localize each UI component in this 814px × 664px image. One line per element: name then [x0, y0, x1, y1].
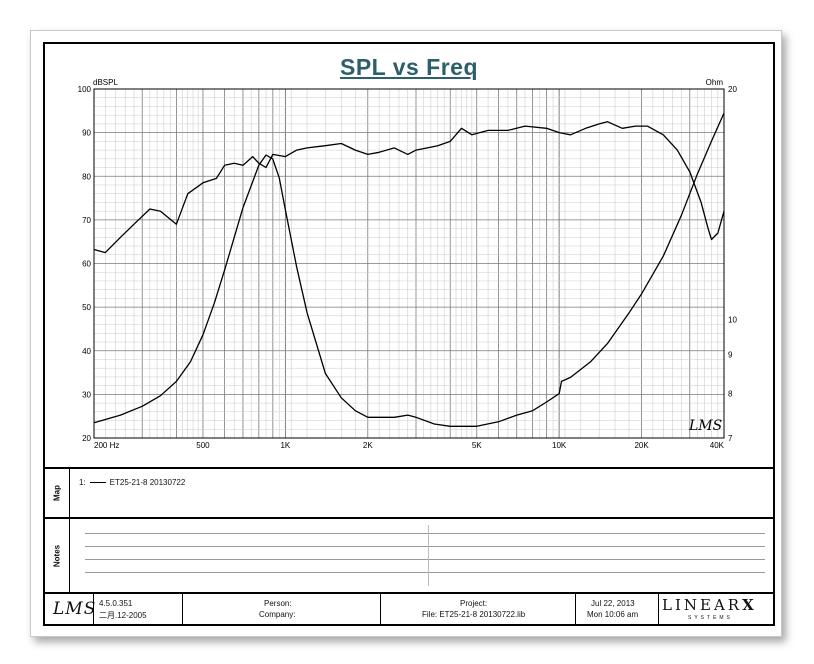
y-tick-label: 30 [82, 390, 91, 399]
legend-index: 1: [79, 478, 86, 487]
y-axis-label: dBSPL [93, 78, 118, 87]
y-tick-label: 80 [82, 172, 91, 181]
x-tick-label: 200 Hz [94, 441, 119, 450]
x-tick-label: 2K [363, 441, 373, 450]
file-text: File: ET25-21-8 20130722.lib [422, 610, 526, 619]
notes-panel: Notes [45, 517, 773, 592]
x-tick-label: 10K [552, 441, 567, 450]
map-label: Map [45, 469, 70, 517]
spl-curve [93, 121, 725, 254]
notes-line [85, 533, 765, 534]
y-tick-label: 100 [78, 85, 92, 94]
footer-version-cell: 4.5.0.351 二月.12-2005 [93, 594, 183, 624]
notes-label: Notes [45, 519, 70, 592]
linearx-subtitle: SYSTEMS [688, 615, 733, 621]
footer-person-cell: Person: Company: [182, 594, 381, 624]
x-tick-label: 1K [280, 441, 290, 450]
y-tick-label: 60 [82, 260, 91, 269]
y-tick-label: 40 [82, 347, 91, 356]
date-code-text: 二月.12-2005 [99, 611, 147, 620]
linearx-logo: LINEARX [662, 596, 757, 614]
lms-report-sheet: SPL vs Freq 20 30 40 50 60 70 80 90 100 dBSPL 7 8 9 1… [43, 42, 775, 626]
notes-line [85, 546, 765, 547]
y-tick-label: 50 [82, 303, 91, 312]
y-tick-label: 90 [82, 129, 91, 138]
notes-line [85, 572, 765, 573]
x-tick-label: 20K [634, 441, 649, 450]
notes-divider [428, 525, 429, 586]
footer-project-cell: Project: File: ET25-21-8 20130722.lib [380, 594, 576, 624]
footer-brand-cell: LINEARX SYSTEMS [658, 594, 773, 624]
y2-tick-label: 7 [728, 434, 733, 443]
time-text: Mon 10:06 am [587, 610, 639, 619]
notes-line [85, 559, 765, 560]
lms-logo: LMS [53, 599, 97, 619]
person-label: Person: [264, 599, 292, 608]
project-label: Project: [460, 599, 488, 608]
footer-bar: LMS 4.5.0.351 二月.12-2005 Person: Company… [45, 592, 773, 624]
company-label: Company: [259, 610, 296, 619]
x-tick-label: 40K [710, 441, 725, 450]
impedance-curve [93, 112, 725, 427]
x-tick-label: 500 [196, 441, 210, 450]
plot-frame [93, 88, 725, 439]
date-text: Jul 22, 2013 [591, 599, 635, 608]
footer-logo-cell: LMS [45, 594, 97, 624]
footer-date-cell: Jul 22, 2013 Mon 10:06 am [575, 594, 659, 624]
y2-tick-label: 10 [728, 315, 737, 324]
y2-axis-label: Ohm [706, 78, 724, 87]
y2-tick-label: 8 [728, 390, 733, 399]
y-tick-label: 20 [82, 434, 91, 443]
legend-swatch [89, 482, 106, 483]
legend: 1: ET25-21-8 20130722 [79, 478, 185, 487]
legend-entry: ET25-21-8 20130722 [109, 478, 186, 487]
plot-lms-mark: LMS [688, 418, 722, 434]
y2-tick-label: 9 [728, 350, 733, 359]
y-tick-label: 70 [82, 216, 91, 225]
y2-tick-label: 20 [728, 85, 737, 94]
map-panel: Map 1: ET25-21-8 20130722 [45, 467, 773, 517]
grid-lines [94, 89, 724, 438]
x-tick-label: 5K [472, 441, 482, 450]
chart-title: SPL vs Freq [339, 54, 479, 80]
version-text: 4.5.0.351 [99, 599, 133, 608]
